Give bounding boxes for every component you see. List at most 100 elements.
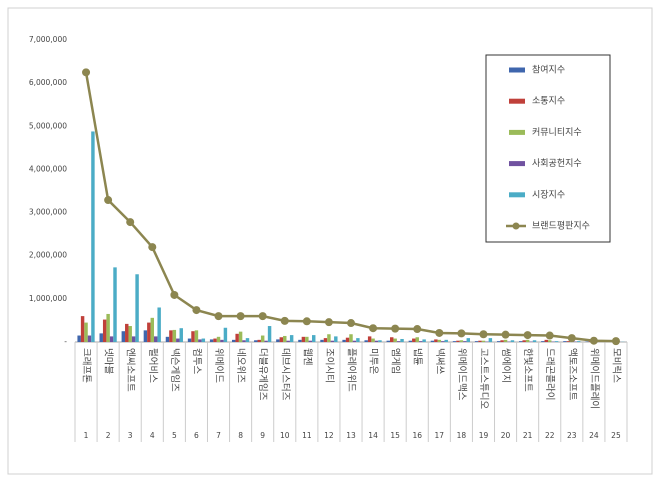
bar [202,339,205,342]
bar [100,333,103,342]
line-marker [82,68,90,76]
rank-label: 8 [238,431,243,440]
line-marker [126,218,134,226]
rank-label: 16 [412,431,422,440]
bar [305,337,308,342]
bar [132,336,135,342]
x-tick-label: 드래곤플라이 [544,348,555,400]
bar [463,341,466,342]
bar [220,340,223,342]
bar [349,334,352,342]
bar [441,341,444,342]
x-tick-label: 위메이드 [213,348,225,383]
bar [290,335,293,342]
bar [453,341,456,342]
bar [577,341,580,342]
rank-label: 24 [589,431,599,440]
x-tick-label: 엔씨소프트 [125,348,136,392]
x-tick-label: 한빛소프트 [522,348,533,392]
bar [213,339,216,342]
rank-label: 1 [84,431,89,440]
line-marker [237,312,245,320]
y-tick-label: 5,000,000 [29,121,67,130]
x-tick-label: 넥슨게임즈 [169,348,181,392]
bar [261,336,264,342]
bar [371,339,374,342]
y-tick-label: 6,000,000 [29,78,67,87]
bar [545,340,548,342]
rank-label: 3 [128,431,133,440]
bar [500,340,503,342]
bar [434,339,437,342]
bar [409,341,412,342]
bar [364,340,367,342]
bar [217,337,220,342]
bar [400,339,403,342]
bar [268,326,271,342]
bar [254,340,257,342]
x-tick-label: 데브시스터즈 [279,348,290,401]
bar [489,338,492,342]
bar [188,339,191,342]
bar [460,340,463,342]
bar [176,339,179,342]
bar [324,338,327,342]
bar [438,340,441,342]
legend-label: 커뮤니티지수 [532,127,582,138]
bar [210,339,213,342]
bar [346,338,349,342]
bar [88,336,91,342]
bar [378,340,381,342]
bar [497,341,500,342]
x-tick-label: 넥써쓰 [434,348,445,374]
bar [122,331,125,342]
legend-swatch [513,223,520,230]
rank-label: 12 [324,431,334,440]
bar [397,341,400,342]
bar [419,341,422,342]
bar [195,330,198,342]
bar [298,340,301,342]
bar [144,330,147,342]
bar [482,341,485,342]
line-marker [568,334,576,342]
rank-label: 23 [567,431,577,440]
legend-label: 소통지수 [532,96,565,107]
bar [422,339,425,342]
x-tick-label: 더블유게임즈 [257,348,269,401]
bar [110,336,113,342]
x-tick-label: 위메이드맥스 [456,348,468,401]
bar [309,341,312,342]
rank-label: 22 [545,431,555,440]
bar [390,337,393,342]
x-tick-label: 컴투스 [191,348,203,374]
rank-label: 4 [150,431,155,440]
rank-label: 2 [106,431,111,440]
legend-swatch [509,161,525,166]
line-marker [457,329,465,337]
bar [224,328,227,342]
line-marker [192,306,200,314]
line-marker [281,317,289,325]
x-tick-label: 넷마블 [103,348,114,374]
rank-label: 6 [194,431,199,440]
bar [456,341,459,342]
bar [276,339,279,342]
y-tick-label: - [64,337,67,346]
bar [356,338,359,342]
bar [467,338,470,342]
bar [235,334,238,342]
rank-label: 20 [501,431,511,440]
bar [563,341,566,342]
legend-swatch [509,192,525,197]
legend-label: 사회공헌지수 [532,158,582,169]
bar [84,323,87,342]
bar [125,324,128,342]
bar [312,335,315,342]
bar [113,267,116,342]
rank-label: 25 [611,431,621,440]
bar [444,340,447,342]
line-marker [391,325,399,333]
x-tick-label: 엠게임 [390,348,402,374]
bar [375,341,378,342]
